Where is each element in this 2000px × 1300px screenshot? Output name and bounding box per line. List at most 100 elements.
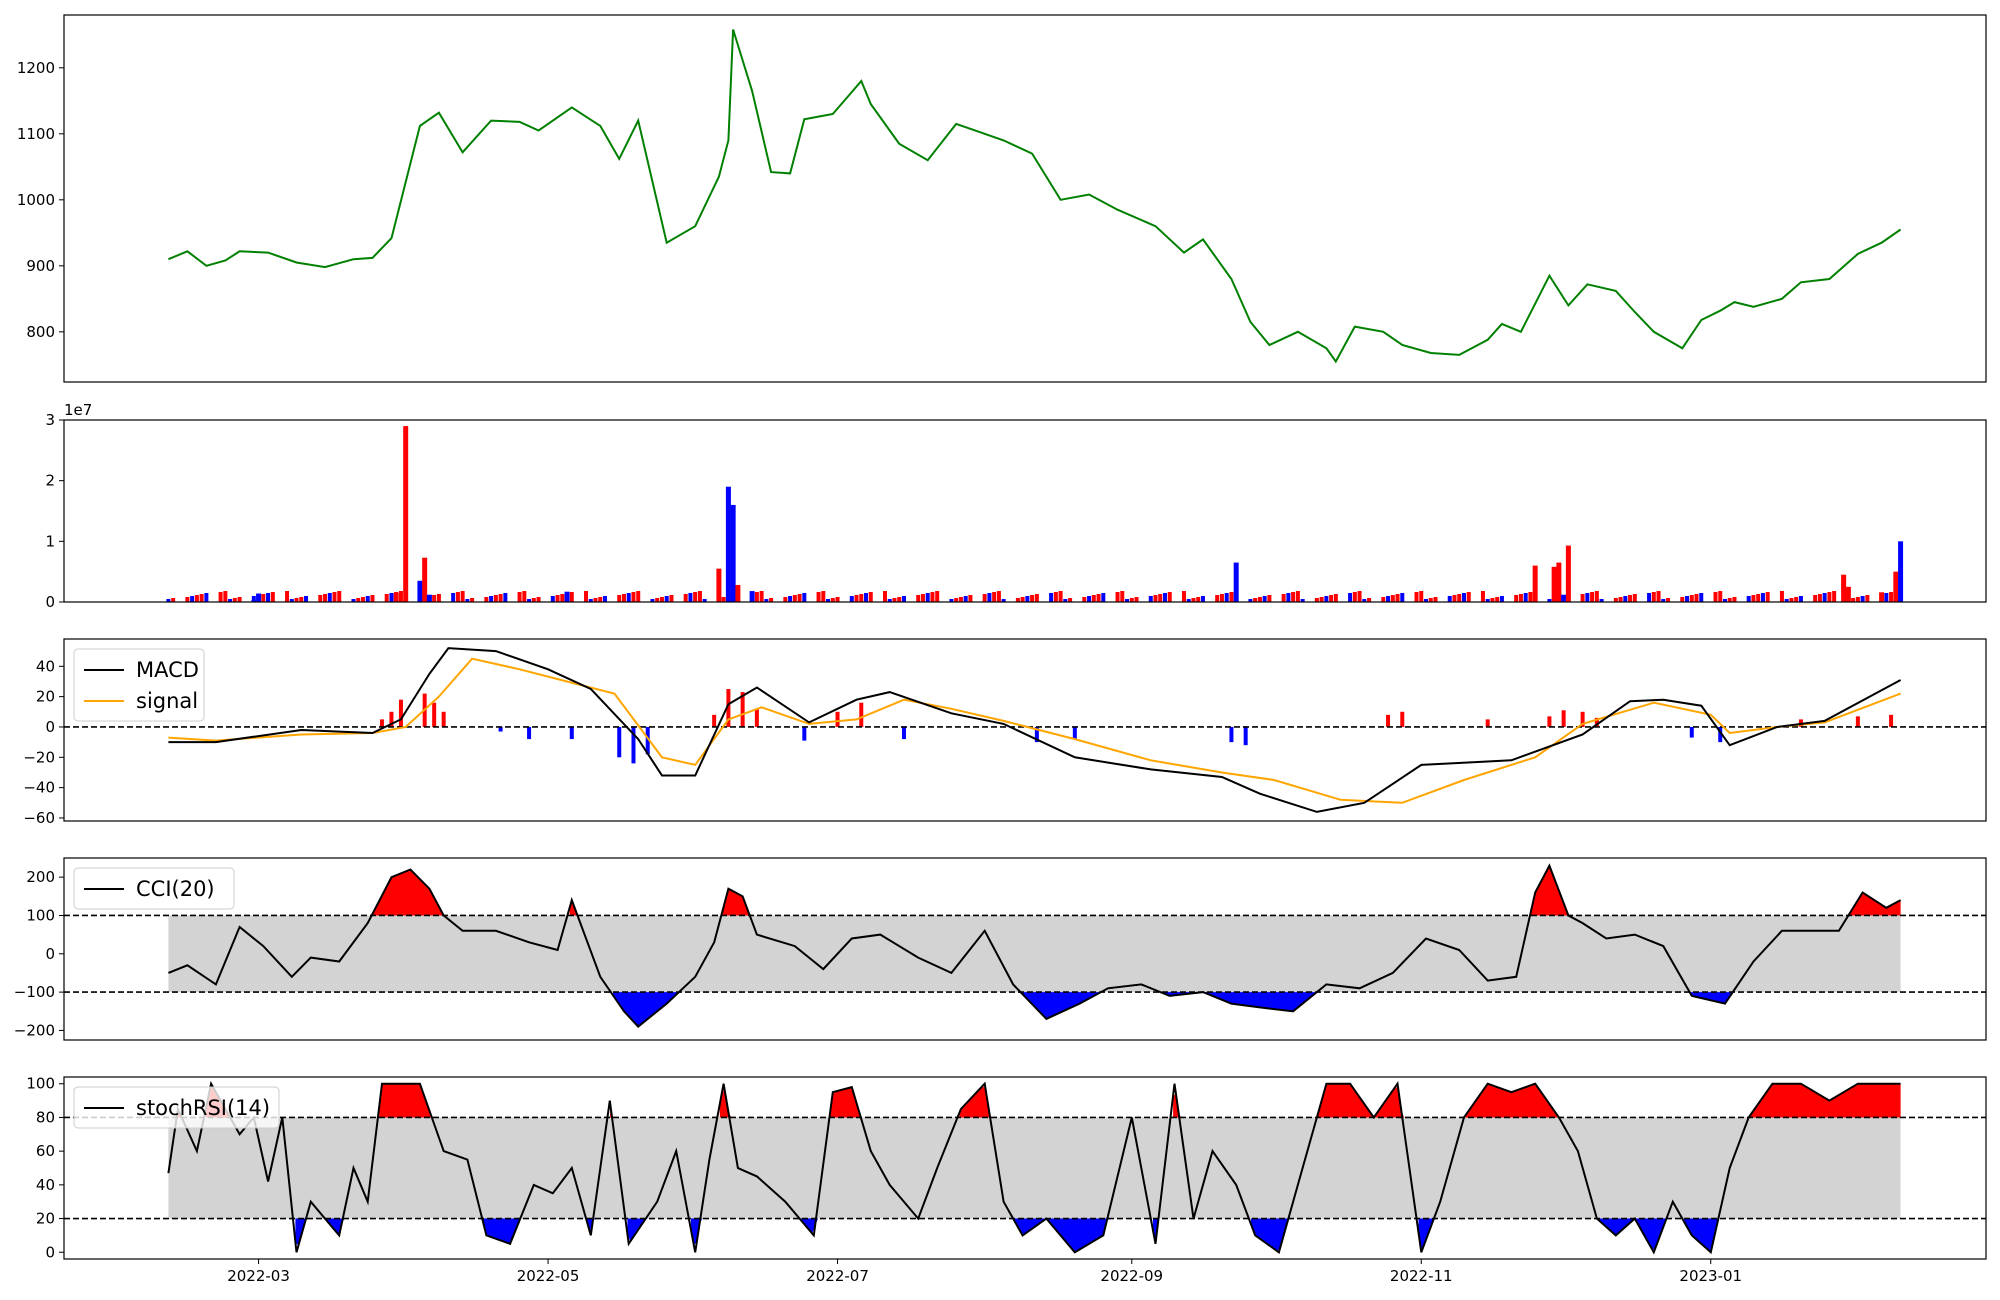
macd-histogram-bar <box>432 702 437 727</box>
volume-bar <box>1200 596 1205 602</box>
volume-bar <box>584 591 589 602</box>
volume-bar <box>1101 593 1106 602</box>
volume-bar <box>1613 598 1618 602</box>
volume-bar <box>1860 596 1865 602</box>
macd-histogram-bar <box>1561 710 1566 727</box>
volume-bar <box>1281 594 1286 602</box>
macd-histogram-bar <box>645 726 650 755</box>
volume-bar <box>702 599 707 602</box>
volume-bar <box>1115 592 1120 602</box>
volume-bar <box>190 596 195 602</box>
volume-bar <box>294 598 299 602</box>
volume-bar <box>251 600 257 602</box>
macd-histogram-bar <box>1547 716 1552 727</box>
volume-bar <box>1480 591 1485 602</box>
volume-bar <box>1419 591 1424 602</box>
volume-bar <box>1414 592 1419 602</box>
volume-bar <box>531 598 536 602</box>
volume-bar <box>963 596 968 602</box>
volume-bar <box>1300 599 1305 602</box>
volume-bar <box>1647 593 1652 602</box>
volume-bar <box>1162 593 1167 602</box>
stochrsi-ytick-label: 60 <box>36 1142 55 1160</box>
volume-bar <box>1794 597 1799 602</box>
volume-bar <box>716 568 722 602</box>
volume-bar <box>356 598 361 602</box>
volume-bar <box>987 593 992 602</box>
volume-bar <box>1262 596 1267 602</box>
volume-bar <box>683 594 688 602</box>
xtick-label: 2023-01 <box>1679 1267 1742 1285</box>
volume-bar <box>1063 599 1068 602</box>
price-line <box>168 29 1902 364</box>
macd-legend-label: MACD <box>136 658 199 682</box>
volume-bar <box>968 595 973 602</box>
volume-bar <box>958 597 963 602</box>
volume-bar <box>465 599 470 602</box>
volume-bar <box>1713 592 1718 602</box>
volume-bar <box>802 593 807 602</box>
volume-bar <box>1153 595 1158 602</box>
stochrsi-ytick-label: 0 <box>45 1243 55 1261</box>
volume-bar <box>251 596 256 602</box>
volume-bar <box>228 599 233 602</box>
cci-ytick-label: −200 <box>14 1021 55 1039</box>
volume-bar <box>1813 595 1818 602</box>
volume-bar <box>560 594 565 602</box>
volume-bar <box>1845 586 1851 602</box>
volume-bar <box>403 426 409 602</box>
volume-bar <box>854 595 859 602</box>
volume-bar <box>527 599 532 602</box>
volume-bar <box>1233 562 1239 602</box>
volume-bar <box>1632 594 1637 602</box>
volume-bar <box>1514 595 1519 602</box>
volume-bar <box>1253 598 1258 602</box>
volume-bar <box>1760 593 1765 602</box>
volume-bar <box>754 592 759 602</box>
volume-bar <box>916 595 921 602</box>
volume-bar <box>996 591 1001 602</box>
xtick-label: 2022-09 <box>1100 1267 1163 1285</box>
volume-bar <box>384 594 389 602</box>
volume-bar <box>1893 571 1899 602</box>
stochrsi-neutral-band <box>168 1117 1901 1219</box>
macd-histogram-bar <box>1034 726 1039 743</box>
volume-bar <box>1832 591 1837 602</box>
stochrsi-legend-box <box>73 1086 280 1129</box>
volume-bar <box>1428 598 1433 602</box>
volume-bar <box>1599 599 1604 602</box>
volume-bar <box>232 598 237 602</box>
volume-bar <box>1784 599 1789 602</box>
volume-bar <box>949 599 954 602</box>
volume-bar <box>1125 599 1130 602</box>
volume-bar <box>470 598 475 602</box>
volume-bar <box>1082 597 1087 602</box>
volume-bar <box>204 593 209 602</box>
macd-ytick-label: 40 <box>36 657 55 675</box>
volume-bar <box>223 591 228 602</box>
macd-histogram-bar <box>1072 726 1077 740</box>
volume-bar <box>1855 597 1860 602</box>
volume-bar <box>1381 597 1386 602</box>
cci-legend-box <box>73 867 235 910</box>
macd-histogram-bar <box>754 708 759 727</box>
macd-legend-label: signal <box>136 689 198 713</box>
volume-bar <box>1367 598 1372 602</box>
volume-bar <box>1532 565 1538 602</box>
volume-bar <box>835 597 840 602</box>
volume-bar <box>327 593 332 602</box>
volume-bar <box>603 596 608 602</box>
macd-histogram-bar <box>398 699 403 727</box>
volume-bar <box>925 593 930 602</box>
volume-bar <box>1751 595 1756 602</box>
volume-bar <box>389 593 394 602</box>
macd-histogram-bar <box>527 726 532 740</box>
volume-bar <box>422 557 428 602</box>
macd-histogram-bar <box>1718 726 1723 743</box>
volume-bar <box>460 591 465 602</box>
volume-bar <box>426 594 432 602</box>
volume-bar <box>1148 596 1153 602</box>
volume-bar <box>569 592 574 602</box>
volume-bar <box>1134 597 1139 602</box>
